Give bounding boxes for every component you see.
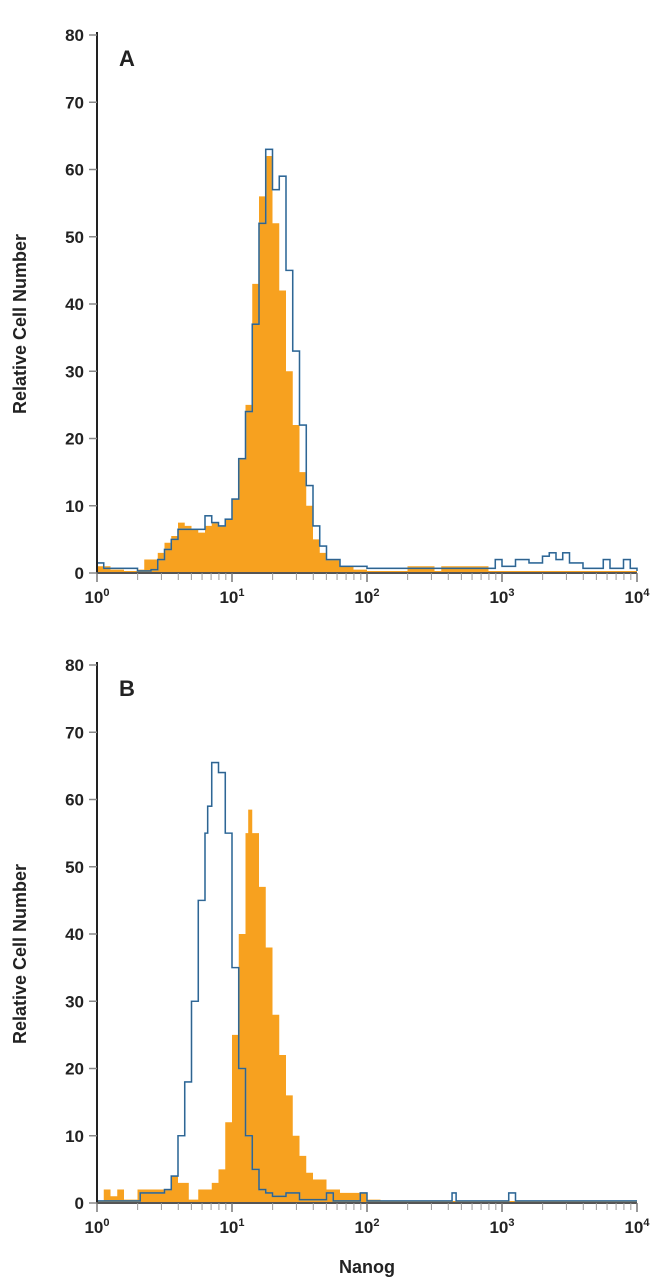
y-tick-label: 60 xyxy=(65,791,84,810)
x-tick-base: 10 xyxy=(354,1218,373,1237)
y-tick-label: 40 xyxy=(65,925,84,944)
y-tick-label: 50 xyxy=(65,858,84,877)
y-tick-label: 80 xyxy=(65,656,84,675)
y-tick-label: 70 xyxy=(65,93,84,112)
x-tick-label: 101 xyxy=(219,1217,244,1237)
x-tick-base: 10 xyxy=(624,588,643,607)
y-tick-label: 10 xyxy=(65,497,84,516)
y-tick-label: 30 xyxy=(65,992,84,1011)
x-tick-base: 10 xyxy=(624,1218,643,1237)
x-tick-label: 100 xyxy=(84,587,109,607)
histogram-outline-shadow xyxy=(97,762,637,1202)
panel-label: A xyxy=(119,46,135,71)
x-tick-base: 10 xyxy=(489,588,508,607)
x-tick-label: 100 xyxy=(84,1217,109,1237)
x-tick-exponent: 3 xyxy=(508,1217,514,1229)
x-tick-label: 103 xyxy=(489,1217,514,1237)
x-tick-label: 102 xyxy=(354,1217,379,1237)
y-tick-label: 70 xyxy=(65,723,84,742)
x-tick-label: 101 xyxy=(219,587,244,607)
histogram-outline-series xyxy=(97,148,638,572)
y-axis-label: Relative Cell Number xyxy=(10,234,30,414)
x-tick-exponent: 1 xyxy=(238,1217,244,1229)
panel-label: B xyxy=(119,676,135,701)
x-tick-base: 10 xyxy=(84,1218,103,1237)
x-tick-exponent: 3 xyxy=(508,587,514,599)
histogram-filled-series xyxy=(97,156,637,574)
x-tick-base: 10 xyxy=(219,1218,238,1237)
histogram-filled-series xyxy=(97,809,637,1203)
x-tick-label: 104 xyxy=(624,587,650,607)
x-tick-base: 10 xyxy=(219,588,238,607)
y-tick-label: 10 xyxy=(65,1127,84,1146)
x-tick-exponent: 1 xyxy=(238,587,244,599)
x-tick-exponent: 0 xyxy=(103,587,109,599)
x-tick-label: 102 xyxy=(354,587,379,607)
x-tick-exponent: 2 xyxy=(373,587,379,599)
y-tick-label: 0 xyxy=(75,1194,84,1213)
x-axis-label: Nanog xyxy=(339,1257,395,1277)
y-tick-label: 30 xyxy=(65,362,84,381)
y-tick-label: 50 xyxy=(65,228,84,247)
x-tick-base: 10 xyxy=(354,588,373,607)
y-tick-label: 0 xyxy=(75,564,84,583)
x-tick-exponent: 4 xyxy=(643,587,650,599)
y-tick-label: 20 xyxy=(65,1060,84,1079)
x-tick-exponent: 2 xyxy=(373,1217,379,1229)
y-tick-label: 20 xyxy=(65,430,84,449)
histogram-outline-series xyxy=(97,761,637,1202)
x-tick-exponent: 4 xyxy=(643,1217,650,1229)
x-tick-exponent: 0 xyxy=(103,1217,109,1229)
y-axis-label: Relative Cell Number xyxy=(10,864,30,1044)
x-tick-base: 10 xyxy=(84,588,103,607)
y-tick-label: 80 xyxy=(65,26,84,45)
histogram-outline-shadow xyxy=(97,149,638,572)
y-tick-label: 40 xyxy=(65,295,84,314)
x-tick-label: 103 xyxy=(489,587,514,607)
x-tick-label: 104 xyxy=(624,1217,650,1237)
y-tick-label: 60 xyxy=(65,161,84,180)
x-tick-base: 10 xyxy=(489,1218,508,1237)
